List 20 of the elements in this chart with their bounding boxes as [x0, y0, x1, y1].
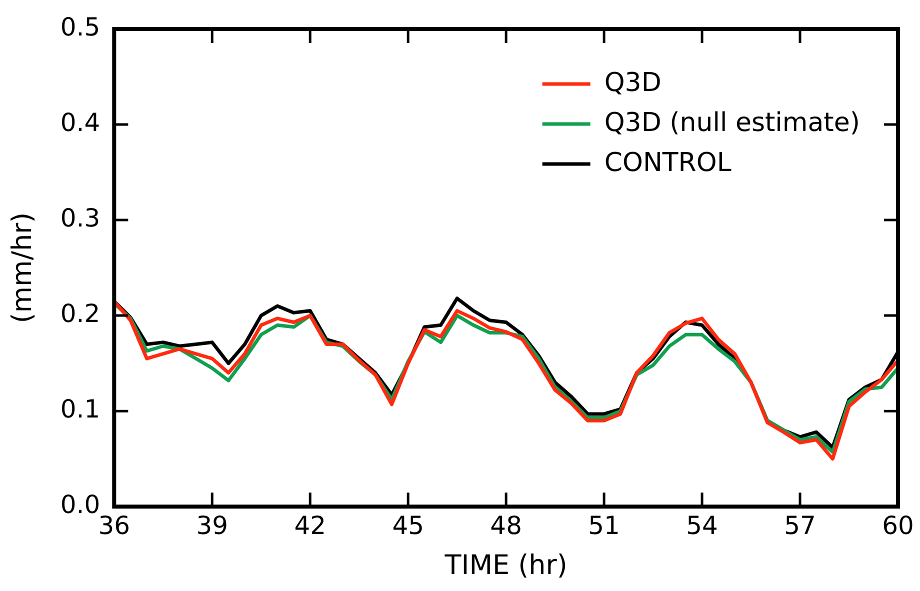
y-tick-label: 0.0 [60, 490, 100, 520]
legend-label: Q3D [604, 68, 662, 98]
y-tick-label: 0.5 [60, 12, 100, 42]
y-axis-title: (mm/hr) [7, 212, 38, 324]
y-tick-label: 0.3 [60, 204, 100, 233]
x-tick-label: 60 [882, 511, 914, 540]
x-tick-label: 42 [294, 511, 326, 540]
x-tick-label: 51 [588, 511, 620, 540]
x-tick-label: 36 [98, 511, 130, 540]
x-tick-label: 57 [784, 511, 816, 540]
legend-label: Q3D (null estimate) [604, 108, 860, 138]
x-tick-label: 39 [196, 511, 228, 540]
y-tick-label: 0.2 [60, 299, 100, 328]
y-tick-label: 0.4 [60, 108, 100, 138]
x-tick-label: 48 [490, 511, 522, 540]
legend-label: CONTROL [604, 148, 732, 178]
x-tick-label: 45 [392, 511, 424, 540]
y-tick-label: 0.1 [60, 394, 100, 424]
x-tick-label: 54 [686, 511, 718, 540]
x-axis-title: TIME (hr) [444, 550, 568, 581]
